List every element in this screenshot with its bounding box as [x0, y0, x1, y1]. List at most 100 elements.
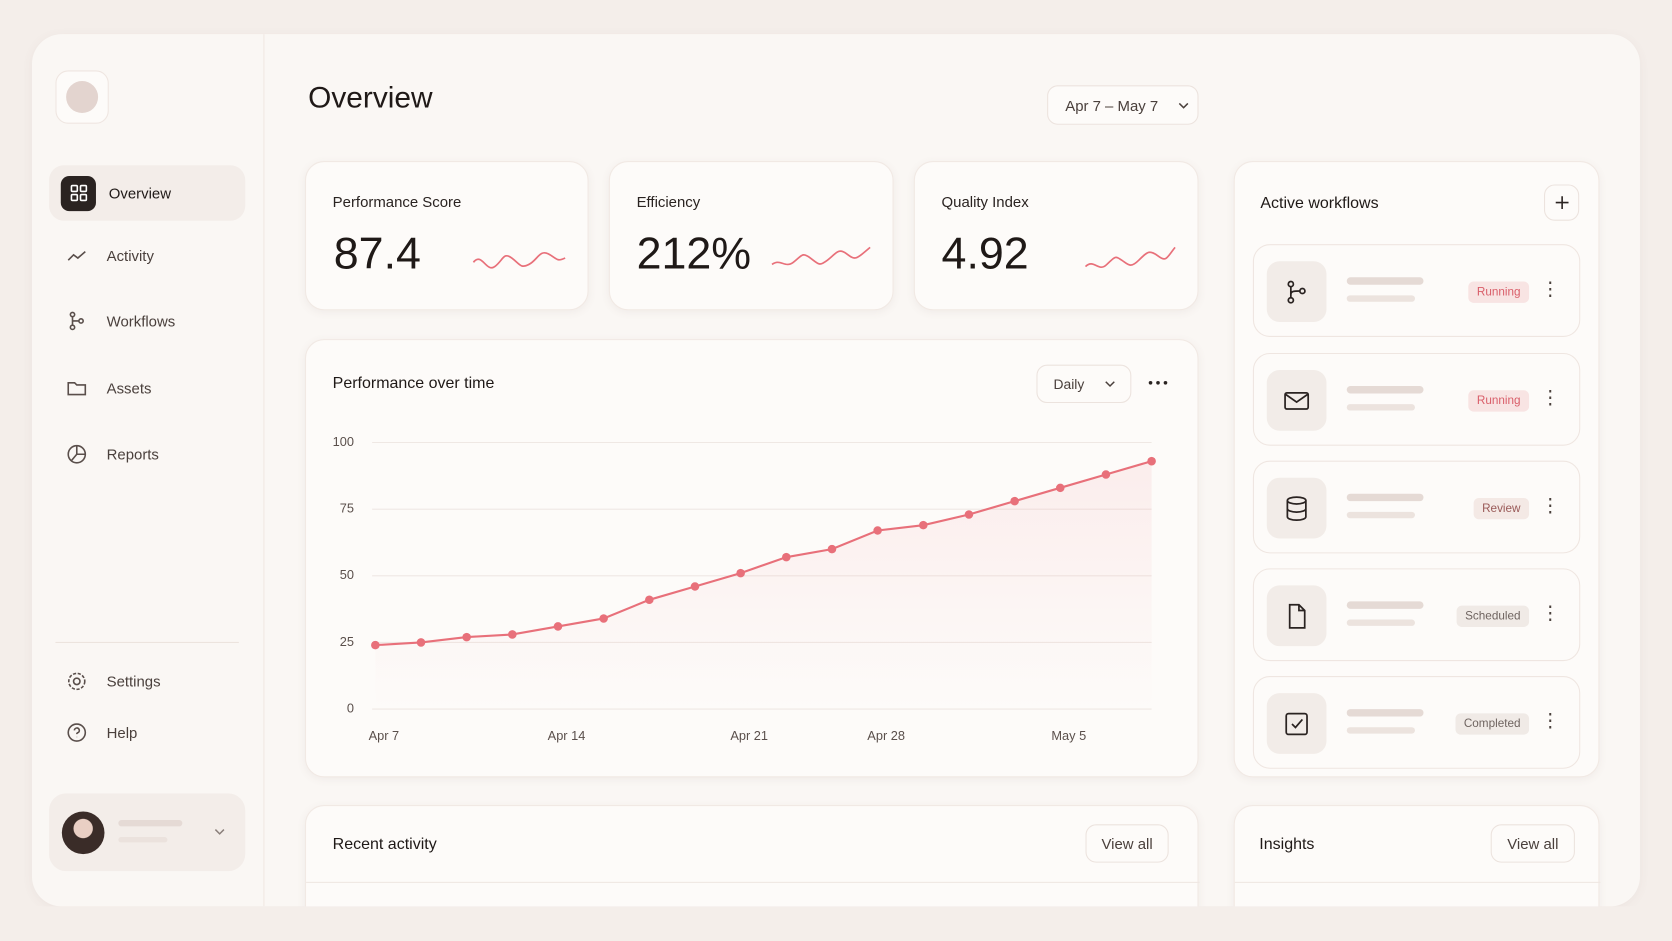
workflow-icon: [1266, 370, 1327, 431]
chevron: [214, 829, 225, 835]
data-point: [553, 622, 563, 631]
kpi-card: Quality Index 4.92: [913, 161, 1199, 311]
nav-label: Reports: [106, 445, 159, 463]
workflow-item[interactable]: Running ⋮: [1252, 244, 1581, 337]
kpi-label: Quality Index: [941, 193, 1029, 211]
workflow-icon: [1266, 693, 1327, 754]
y-tick-label: 50: [340, 567, 354, 582]
nav-label: Workflows: [106, 312, 176, 330]
data-point: [371, 640, 380, 650]
workflow-item[interactable]: Scheduled ⋮: [1252, 568, 1581, 662]
sparkline: [472, 251, 566, 269]
workflow-item[interactable]: Running ⋮: [1252, 352, 1581, 446]
item-menu[interactable]: ⋮: [1540, 710, 1560, 732]
nav-icon: [60, 175, 96, 211]
page-title: Overview: [308, 81, 433, 115]
workflow-icon: [1266, 477, 1327, 539]
nav-item[interactable]: Reports: [49, 427, 245, 482]
kpi-value: 212%: [636, 228, 752, 279]
data-point: [919, 520, 928, 530]
placeholder: [1346, 493, 1424, 502]
kpi-card: Performance Score 87.4: [304, 161, 589, 311]
item-menu[interactable]: ⋮: [1540, 494, 1560, 517]
y-tick-label: 75: [340, 501, 354, 516]
view-all-button[interactable]: View all: [1490, 824, 1575, 863]
add-button[interactable]: [1544, 184, 1580, 221]
data-point: [508, 630, 517, 639]
nav-label: Activity: [106, 247, 154, 265]
date-range-picker[interactable]: Apr 7 – May 7: [1047, 85, 1199, 125]
nav-item[interactable]: Overview: [49, 165, 246, 221]
placeholder: [1346, 601, 1424, 609]
data-point: [1010, 496, 1019, 506]
card-title: Active workflows: [1260, 194, 1379, 213]
item-menu[interactable]: ⋮: [1540, 602, 1560, 624]
x-tick-label: Apr 7: [369, 728, 400, 743]
nav-item[interactable]: Activity: [49, 228, 245, 283]
workflow-item[interactable]: Completed ⋮: [1252, 676, 1581, 769]
sparkline: [771, 246, 871, 266]
data-point: [1101, 470, 1111, 479]
placeholder: [1346, 709, 1424, 717]
nav-label: Help: [106, 724, 138, 742]
workflow-icon: [1266, 585, 1327, 647]
card-title: Recent activity: [332, 834, 437, 854]
nav-item[interactable]: Help: [49, 705, 245, 760]
x-tick-label: May 5: [1051, 728, 1086, 743]
logo-mark: [66, 81, 99, 114]
x-tick-label: Apr 21: [730, 728, 768, 743]
kpi-label: Performance Score: [332, 193, 462, 211]
user-card[interactable]: [49, 793, 246, 872]
logo[interactable]: [55, 70, 109, 124]
y-tick-label: 25: [340, 634, 354, 649]
data-point: [736, 568, 745, 578]
data-point: [964, 510, 974, 519]
kpi-card: Efficiency 212%: [608, 161, 894, 311]
more-button[interactable]: [1147, 379, 1170, 388]
y-tick-label: 100: [333, 434, 354, 449]
chart-title: Performance over time: [333, 375, 495, 392]
card-title: Insights: [1259, 834, 1315, 854]
item-menu[interactable]: ⋮: [1540, 278, 1560, 300]
nav-item[interactable]: Settings: [49, 654, 245, 709]
data-point: [416, 638, 426, 647]
view-all-button[interactable]: View all: [1085, 824, 1169, 863]
y-tick-label: 0: [347, 700, 354, 715]
status-badge: Running: [1468, 281, 1530, 303]
chart-card: Performance over time 0 25 50 75 100 Apr 7 Apr…: [304, 339, 1199, 778]
divider: [1234, 881, 1601, 883]
status-badge: Completed: [1455, 713, 1530, 735]
status-badge: Review: [1473, 497, 1530, 520]
data-point: [782, 552, 791, 562]
avatar: [61, 811, 105, 855]
kpi-value: 87.4: [333, 228, 421, 279]
period-select[interactable]: Daily: [1036, 364, 1132, 404]
data-point: [1056, 483, 1065, 493]
chart: Performance over time 0 25 50 75 100 Apr 7 Apr…: [333, 375, 1156, 743]
status-badge: Running: [1468, 390, 1530, 412]
button-label: View all: [1101, 834, 1153, 852]
date-range: Apr 7 – May 7: [1065, 96, 1159, 114]
nav-item[interactable]: Workflows: [49, 293, 245, 348]
x-tick-label: Apr 28: [867, 728, 905, 743]
data-point: [1147, 456, 1156, 466]
placeholder: [118, 819, 183, 827]
nav-label: Overview: [108, 184, 171, 202]
placeholder: [1346, 277, 1424, 285]
placeholder: [118, 837, 168, 843]
kpi-value: 4.92: [941, 228, 1029, 279]
line: [375, 460, 1152, 647]
nav-item[interactable]: Assets: [49, 360, 245, 415]
period: Daily: [1053, 375, 1085, 392]
workflow-item[interactable]: Review ⋮: [1252, 460, 1581, 554]
placeholder: [1346, 511, 1415, 519]
divider: [55, 641, 239, 643]
sidebar-divider: [263, 34, 265, 907]
data-point: [462, 632, 471, 642]
bottom-margin: [0, 906, 1672, 941]
item-menu[interactable]: ⋮: [1540, 387, 1560, 409]
area: [375, 461, 1152, 710]
data-point: [645, 595, 654, 605]
placeholder: [1346, 727, 1415, 734]
